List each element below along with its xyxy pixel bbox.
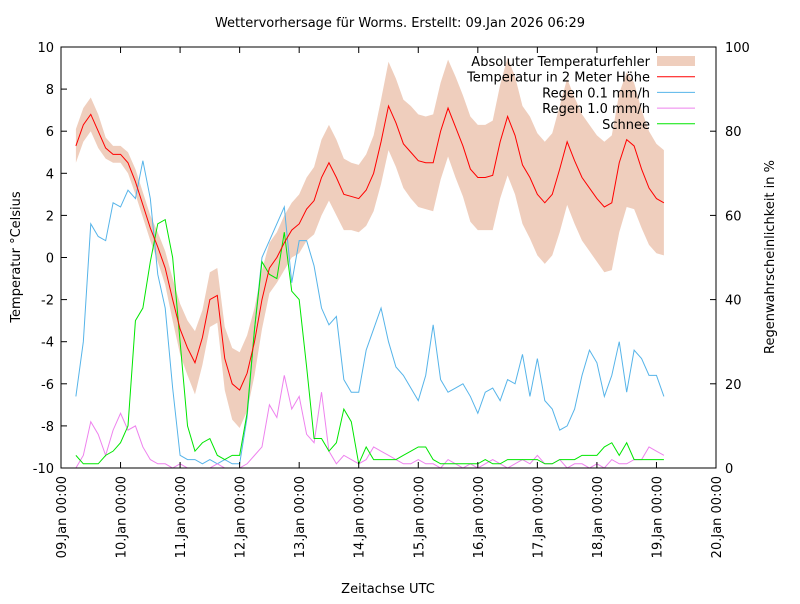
x-tick-label: 09.Jan 00:00 <box>55 476 70 558</box>
y-tick-label: 4 <box>46 167 54 182</box>
x-tick-label: 19.Jan 00:00 <box>650 476 665 558</box>
y2-tick-label: 100 <box>725 41 750 56</box>
series-line-temperatur-in-2-meter-h-he <box>75 104 665 391</box>
x-tick-label: 18.Jan 00:00 <box>591 476 606 558</box>
legend-swatch-band <box>657 56 695 66</box>
y-axis-label: Temperatur °Celsius <box>9 191 24 324</box>
x-tick-label: 12.Jan 00:00 <box>234 476 249 558</box>
y2-axis-label: Regenwahrscheinlichkeit in % <box>763 160 778 354</box>
y-tick-label: -8 <box>41 420 54 435</box>
y2-tick-label: 0 <box>725 462 733 477</box>
legend-label: Regen 0.1 mm/h <box>542 86 650 101</box>
x-tick-label: 10.Jan 00:00 <box>115 476 130 558</box>
y-tick-label: 0 <box>46 252 54 267</box>
y2-tick-label: 20 <box>725 378 742 393</box>
y-tick-label: -4 <box>41 336 54 351</box>
x-tick-label: 20.Jan 00:00 <box>710 476 725 558</box>
x-tick-label: 15.Jan 00:00 <box>412 476 427 558</box>
x-tick-label: 14.Jan 00:00 <box>353 476 368 558</box>
temperature-error-band <box>75 57 664 429</box>
series-line-regen-0-1-mm-h <box>75 160 665 465</box>
y-tick-label: 2 <box>46 209 54 224</box>
x-tick-label: 16.Jan 00:00 <box>472 476 487 558</box>
y2-tick-label: 60 <box>725 209 742 224</box>
legend-label: Schnee <box>602 118 650 133</box>
y-tick-label: 6 <box>46 125 54 140</box>
legend-label: Temperatur in 2 Meter Höhe <box>466 71 650 86</box>
error-band-layer <box>75 57 664 429</box>
series-lines-layer <box>75 104 665 469</box>
y2-tick-label: 40 <box>725 294 742 309</box>
y-tick-label: -10 <box>33 462 54 477</box>
x-axis-label: Zeitachse UTC <box>341 582 435 597</box>
series-line-schnee <box>75 218 664 466</box>
legend-label: Regen 1.0 mm/h <box>542 102 650 117</box>
x-tick-label: 11.Jan 00:00 <box>174 476 189 558</box>
y-tick-label: -2 <box>41 294 54 309</box>
chart-title: Wettervorhersage für Worms. Erstellt: 09… <box>215 16 585 31</box>
y-tick-label: 10 <box>37 41 54 56</box>
x-tick-label: 17.Jan 00:00 <box>531 476 546 558</box>
y-tick-label: 8 <box>46 83 54 98</box>
x-tick-label: 13.Jan 00:00 <box>293 476 308 558</box>
y-tick-label: -6 <box>41 378 54 393</box>
legend-label: Absoluter Temperaturfehler <box>471 55 650 70</box>
y2-tick-label: 80 <box>725 125 742 140</box>
